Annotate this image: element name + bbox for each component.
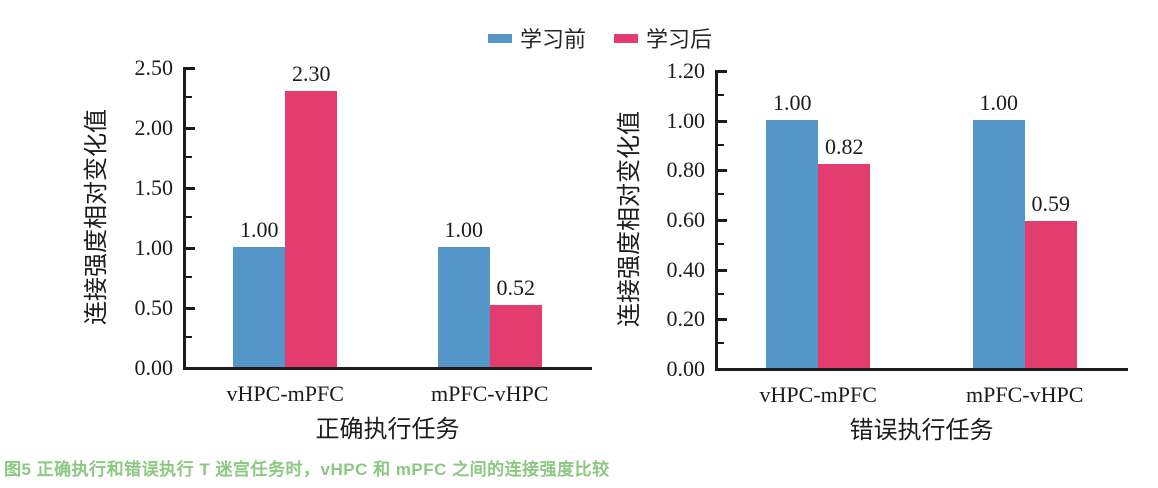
bar-chart-correct-task: 0.00 0.50 1.00 1.50 2.00 2.50 1.00 2.30 vHPC-mPF…	[0, 55, 600, 455]
bar-value-label: 1.00	[240, 217, 279, 242]
category-label: mPFC-vHPC	[431, 381, 549, 406]
bar-value-label: 0.59	[1031, 191, 1071, 217]
tick-mark	[186, 67, 195, 70]
category-label: vHPC-mPFC	[759, 382, 877, 407]
tick-mark	[718, 242, 724, 245]
tick-mark	[718, 143, 724, 146]
category-label: vHPC-mPFC	[226, 381, 344, 406]
tick-mark	[186, 247, 195, 250]
tick-label: 0.20	[666, 306, 706, 332]
bar-value-label: 2.30	[292, 61, 331, 86]
legend-swatch	[614, 33, 639, 43]
tick-mark	[718, 292, 724, 295]
bar	[1024, 221, 1077, 368]
tick-label: 0.60	[666, 207, 706, 232]
tick-label: 2.50	[134, 55, 174, 80]
legend-item: 学习后	[614, 22, 712, 54]
bar	[233, 247, 286, 367]
legend-item: 学习前	[488, 22, 586, 54]
category-label: mPFC-vHPC	[966, 382, 1084, 407]
figure-caption: 图5 正确执行和错误执行 T 迷宫任务时，vHPC 和 mPFC 之间的连接强度…	[4, 460, 610, 479]
tick-label: 0.00	[666, 356, 706, 381]
tick-mark	[718, 342, 724, 345]
tick-mark	[718, 219, 727, 222]
y-axis-label: 连接强度相对变化值	[84, 109, 110, 325]
tick-mark	[186, 96, 192, 98]
axis-title: 错误执行任务	[849, 418, 994, 444]
legend-swatch	[488, 33, 512, 43]
tick-mark	[718, 169, 727, 173]
tick-mark	[186, 156, 192, 158]
tick-mark	[186, 336, 192, 338]
x-axis	[715, 368, 1128, 371]
tick-mark	[718, 119, 727, 123]
legend-label: 学习后	[646, 27, 713, 52]
bar-value-label: 0.82	[825, 134, 864, 160]
bar-value-label: 0.52	[496, 274, 536, 300]
tick-mark	[718, 268, 727, 272]
tick-mark	[186, 187, 195, 190]
y-axis-label: 连接强度相对变化值	[617, 111, 643, 327]
tick-label: 1.00	[666, 107, 706, 133]
tick-label: 0.00	[134, 355, 174, 380]
bar	[818, 164, 871, 368]
bar-value-label: 1.00	[773, 89, 812, 115]
tick-mark	[718, 193, 724, 196]
tick-mark	[718, 70, 727, 73]
bar	[766, 119, 819, 368]
tick-mark	[186, 307, 195, 310]
tick-label: 0.80	[666, 157, 706, 183]
legend-label: 学习前	[520, 27, 587, 52]
tick-mark	[186, 276, 192, 278]
tick-label: 1.50	[134, 175, 174, 200]
tick-mark	[718, 93, 724, 96]
tick-mark	[186, 216, 192, 218]
tick-label: 2.00	[134, 115, 174, 140]
tick-label: 1.00	[134, 235, 174, 260]
bar-value-label: 1.00	[444, 217, 484, 242]
tick-mark	[718, 318, 727, 322]
tick-label: 1.20	[666, 58, 706, 83]
tick-label: 0.40	[666, 256, 706, 282]
bar	[437, 247, 490, 367]
axis-title: 正确执行任务	[315, 417, 460, 443]
x-axis	[183, 367, 592, 370]
tick-mark	[186, 127, 195, 130]
y-axis	[715, 70, 718, 371]
bar	[972, 119, 1025, 368]
bar-value-label: 1.00	[979, 89, 1019, 115]
tick-label: 0.50	[134, 295, 174, 320]
y-axis	[183, 67, 186, 370]
bar	[489, 304, 542, 367]
bar-chart-error-task: 0.00 0.20 0.40 0.60 0.80 1.00 1.20 1.00 0.82 vHPC…	[600, 55, 1158, 455]
chart-legend: 学习前 学习后	[488, 22, 712, 54]
bar	[285, 91, 338, 367]
